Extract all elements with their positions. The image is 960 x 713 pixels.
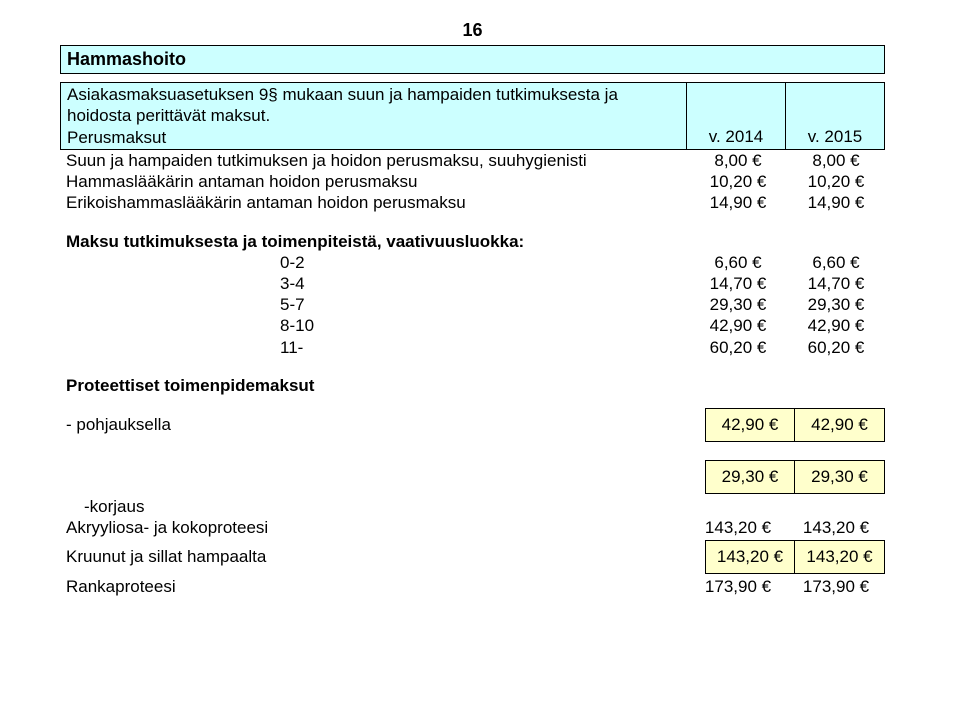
class-label: 11- <box>60 337 689 358</box>
class-heading: Maksu tutkimuksesta ja toimenpiteistä, v… <box>60 232 885 252</box>
year-col-2: v. 2015 <box>786 82 885 150</box>
empty-label <box>60 460 705 494</box>
table-row: Suun ja hampaiden tutkimuksen ja hoidon … <box>60 150 885 171</box>
table-row: 3-4 14,70 € 14,70 € <box>60 273 885 294</box>
table-row: Erikoishammaslääkärin antaman hoidon per… <box>60 192 885 213</box>
bottom-label: Kruunut ja sillat hampaalta <box>60 540 705 574</box>
bottom-cell: 143,20 € <box>689 517 787 538</box>
prosthetic-cell: 42,90 € <box>705 408 795 442</box>
bottom-cell: 143,20 € <box>795 540 885 574</box>
class-cell: 14,70 € <box>689 273 787 294</box>
table-row: Kruunut ja sillat hampaalta 143,20 € 143… <box>60 540 885 574</box>
class-label: 8-10 <box>60 315 689 336</box>
class-cell: 60,20 € <box>689 337 787 358</box>
fee-cell: 8,00 € <box>689 150 787 171</box>
class-label: 5-7 <box>60 294 689 315</box>
intro-line1: Asiakasmaksuasetuksen 9§ mukaan suun ja … <box>67 85 618 125</box>
table-row: 29,30 € 29,30 € <box>60 460 885 494</box>
prosthetic-cell: 42,90 € <box>795 408 885 442</box>
bottom-cell: 143,20 € <box>787 517 885 538</box>
fee-cell: 14,90 € <box>787 192 885 213</box>
class-cell: 29,30 € <box>689 294 787 315</box>
table-row: 11- 60,20 € 60,20 € <box>60 337 885 358</box>
fee-cell: 8,00 € <box>787 150 885 171</box>
class-cell: 60,20 € <box>787 337 885 358</box>
prosthetic-heading: Proteettiset toimenpidemaksut <box>60 376 885 396</box>
class-table: 0-2 6,60 € 6,60 € 3-4 14,70 € 14,70 € 5-… <box>60 252 885 358</box>
empty-cell <box>689 496 787 517</box>
fee-cell: 10,20 € <box>787 171 885 192</box>
table-row: Akryyliosa- ja kokoproteesi 143,20 € 143… <box>60 517 885 538</box>
extra-cell: 29,30 € <box>705 460 795 494</box>
korjaus-label: -korjaus <box>60 496 689 517</box>
class-cell: 6,60 € <box>689 252 787 273</box>
class-cell: 6,60 € <box>787 252 885 273</box>
fee-label: Hammaslääkärin antaman hoidon perusmaksu <box>60 171 689 192</box>
extra-cell: 29,30 € <box>795 460 885 494</box>
intro-line2: Perusmaksut <box>67 128 166 147</box>
bottom-label: Akryyliosa- ja kokoproteesi <box>60 517 689 538</box>
class-label: 3-4 <box>60 273 689 294</box>
fee-label: Suun ja hampaiden tutkimuksen ja hoidon … <box>60 150 689 171</box>
prosthetic-label: - pohjauksella <box>60 408 705 442</box>
table-row: 0-2 6,60 € 6,60 € <box>60 252 885 273</box>
table-row: 8-10 42,90 € 42,90 € <box>60 315 885 336</box>
table-row: 5-7 29,30 € 29,30 € <box>60 294 885 315</box>
bottom-cell: 143,20 € <box>705 540 795 574</box>
class-cell: 29,30 € <box>787 294 885 315</box>
class-cell: 42,90 € <box>787 315 885 336</box>
fee-cell: 14,90 € <box>689 192 787 213</box>
intro-text: Asiakasmaksuasetuksen 9§ mukaan suun ja … <box>60 82 687 150</box>
class-cell: 14,70 € <box>787 273 885 294</box>
empty-cell <box>787 496 885 517</box>
class-cell: 42,90 € <box>689 315 787 336</box>
year-col-1: v. 2014 <box>687 82 786 150</box>
section-title: Hammashoito <box>60 45 885 74</box>
fee-label: Erikoishammaslääkärin antaman hoidon per… <box>60 192 689 213</box>
fee-cell: 10,20 € <box>689 171 787 192</box>
bottom-cell: 173,90 € <box>689 576 787 597</box>
table-row: - pohjauksella 42,90 € 42,90 € <box>60 408 885 442</box>
fee-table: Suun ja hampaiden tutkimuksen ja hoidon … <box>60 150 885 214</box>
bottom-label: Rankaproteesi <box>60 576 689 597</box>
intro-row: Asiakasmaksuasetuksen 9§ mukaan suun ja … <box>60 82 885 150</box>
bottom-cell: 173,90 € <box>787 576 885 597</box>
table-row: Rankaproteesi 173,90 € 173,90 € <box>60 576 885 597</box>
class-label: 0-2 <box>60 252 689 273</box>
table-row: Hammaslääkärin antaman hoidon perusmaksu… <box>60 171 885 192</box>
table-row: -korjaus <box>60 496 885 517</box>
page-number: 16 <box>60 20 885 41</box>
